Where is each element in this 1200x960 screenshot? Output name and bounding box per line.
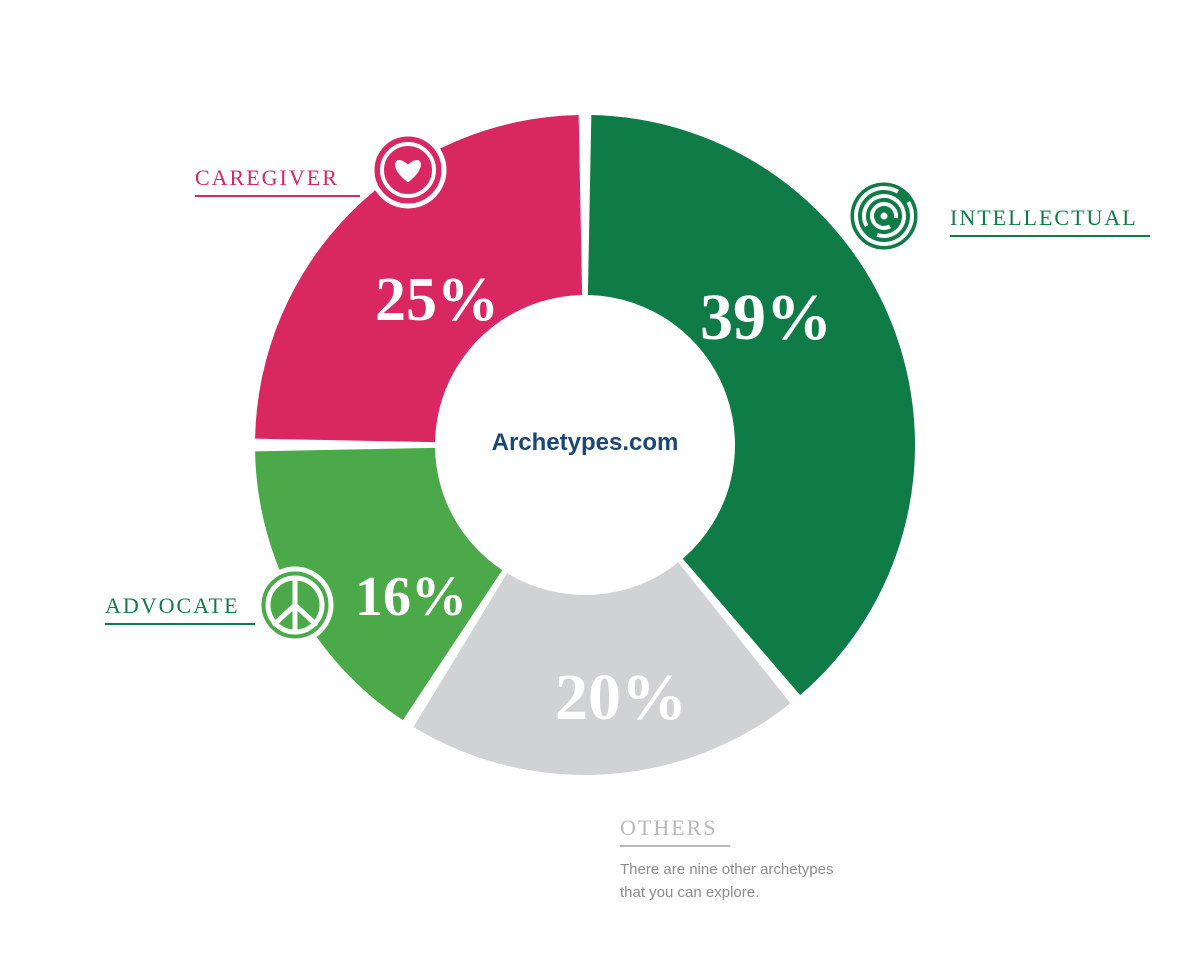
label-others-text: OTHERS bbox=[620, 815, 718, 840]
label-others-subtitle: There are nine other archetypesthat you … bbox=[620, 859, 833, 904]
label-others-underline bbox=[620, 845, 730, 847]
label-others-title: OTHERS bbox=[620, 815, 833, 847]
peace-icon bbox=[255, 565, 335, 645]
label-advocate-underline bbox=[105, 623, 255, 625]
heart-icon bbox=[368, 130, 448, 210]
label-caregiver-underline bbox=[195, 195, 360, 197]
maze-icon bbox=[844, 176, 924, 256]
label-caregiver-text: CAREGIVER bbox=[195, 165, 339, 190]
donut-chart-svg bbox=[0, 0, 1200, 960]
label-intellectual-text: INTELLECTUAL bbox=[950, 205, 1138, 230]
label-others-block: OTHERS There are nine other archetypesth… bbox=[620, 815, 833, 904]
label-advocate-text: ADVOCATE bbox=[105, 593, 240, 618]
donut-chart-container: Archetypes.com 39% 20% 16% 25% INTELLECT… bbox=[0, 0, 1200, 960]
label-advocate: ADVOCATE bbox=[105, 593, 255, 625]
label-caregiver: CAREGIVER bbox=[195, 165, 360, 197]
label-intellectual-underline bbox=[950, 235, 1150, 237]
label-intellectual: INTELLECTUAL bbox=[950, 205, 1150, 237]
